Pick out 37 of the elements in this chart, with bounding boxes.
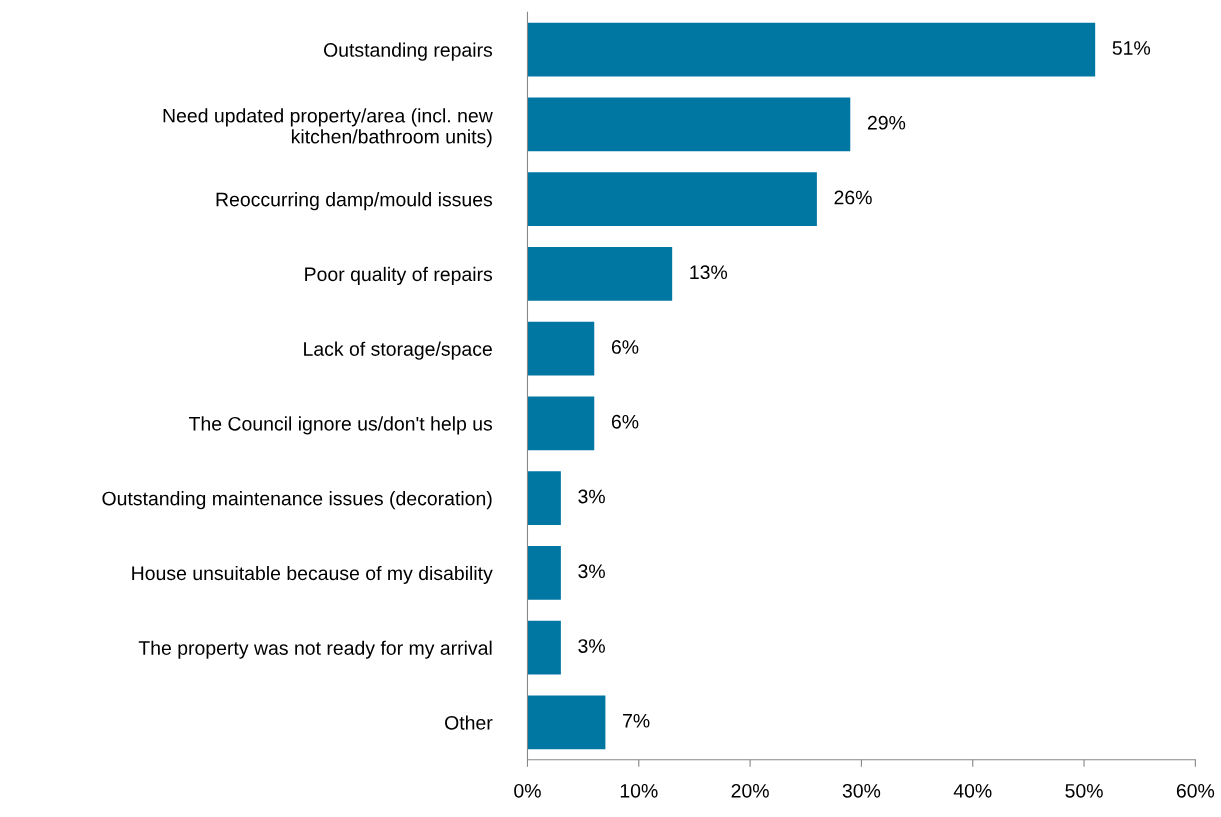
data-label: 6% — [611, 414, 639, 429]
y-tick-label: Need updated property/area (incl. new kitchen/bathroom units) — [163, 108, 493, 148]
y-tick-label: Outstanding maintenance issues (decoration) — [102, 491, 492, 510]
x-tick-label: 20% — [731, 783, 769, 798]
data-label: 3% — [578, 639, 605, 653]
y-tick-label: House unsuitable because of my disability — [132, 565, 493, 584]
x-tick-label: 60% — [1176, 783, 1215, 798]
x-tick-label: 10% — [620, 783, 658, 798]
bar — [527, 97, 851, 152]
bar — [527, 396, 595, 451]
bar — [527, 321, 595, 376]
bar — [527, 246, 673, 301]
y-tick-label: Reoccurring damp/mould issues — [216, 192, 493, 211]
y-tick-label: The Council ignore us/don't help us — [189, 416, 493, 435]
data-label: 26% — [834, 190, 872, 205]
y-tick-label: Outstanding repairs — [323, 42, 493, 61]
bar — [527, 22, 1096, 77]
y-tick-label: Lack of storage/space — [304, 341, 492, 360]
data-label: 3% — [578, 564, 605, 579]
x-tick-label: 50% — [1065, 783, 1103, 798]
bar — [527, 695, 606, 750]
data-label: 29% — [867, 115, 906, 130]
data-label: 3% — [578, 489, 605, 504]
x-tick-label: 0% — [514, 783, 541, 798]
y-tick-label: Poor quality of repairs — [305, 266, 493, 285]
x-tick-label: 30% — [842, 783, 881, 798]
bar — [527, 172, 817, 227]
bar — [527, 546, 561, 600]
y-tick-label: The property was not ready for my arrival — [138, 640, 492, 659]
bar — [527, 620, 561, 675]
data-label: 7% — [623, 713, 650, 728]
data-label: 6% — [611, 340, 639, 354]
y-tick-label: Other — [445, 715, 493, 730]
bar — [527, 471, 561, 526]
data-label: 13% — [690, 265, 728, 280]
data-label: 51% — [1112, 41, 1151, 55]
x-tick-label: 40% — [953, 783, 992, 798]
